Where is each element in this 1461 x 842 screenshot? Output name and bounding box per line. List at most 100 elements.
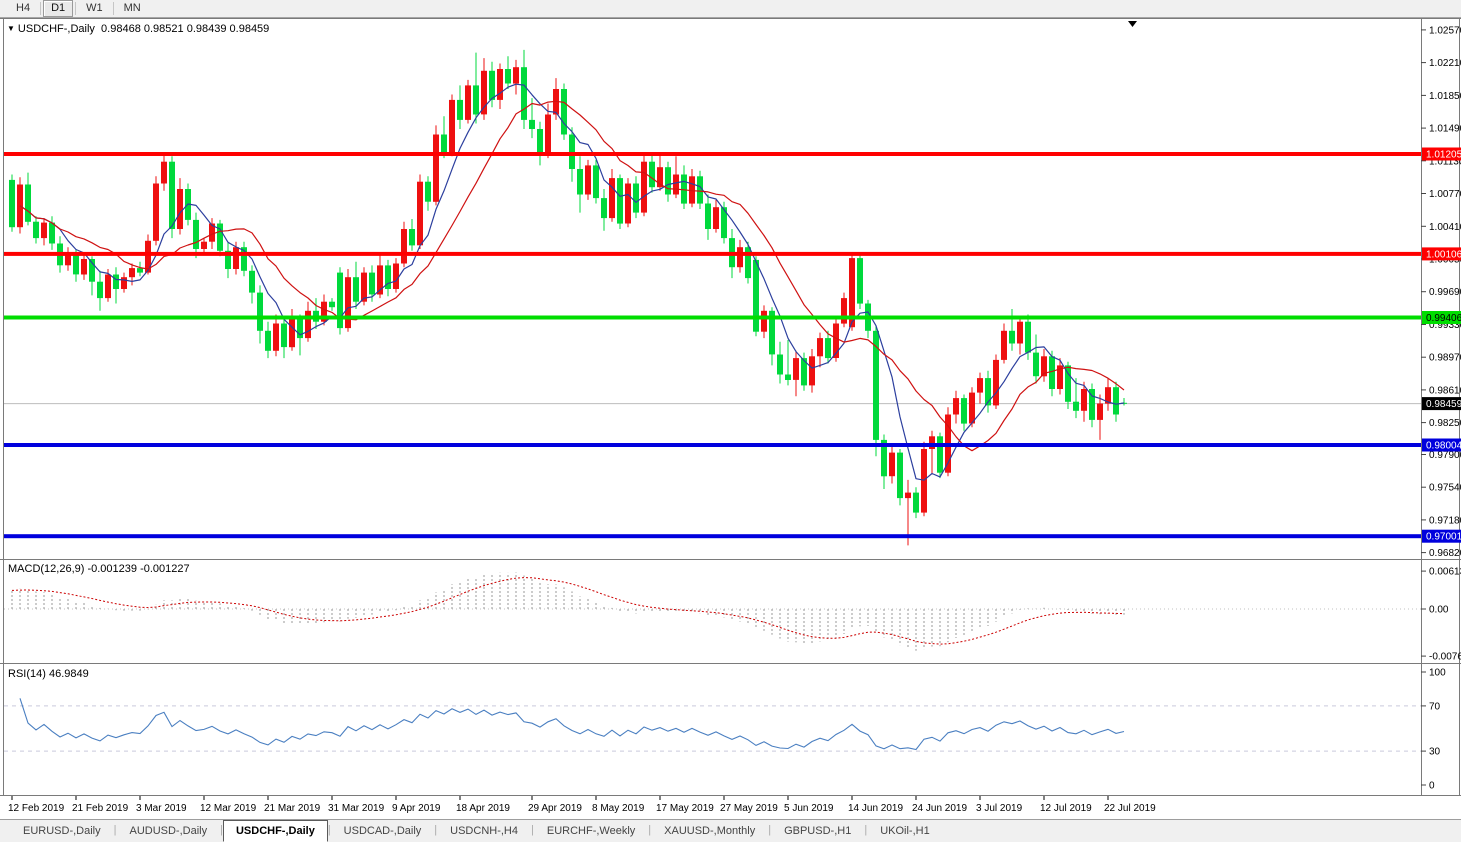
- level-price-label: 0.98004: [1422, 438, 1461, 452]
- svg-text:17 May 2019: 17 May 2019: [656, 803, 714, 814]
- candles-layer: [9, 49, 1127, 546]
- svg-text:21 Feb 2019: 21 Feb 2019: [72, 803, 129, 814]
- tab-separator: |: [327, 824, 331, 836]
- svg-text:0.97001: 0.97001: [1426, 532, 1461, 543]
- timeframe-toolbar: H4 D1 W1 MN: [0, 0, 1461, 18]
- svg-text:5 Jun 2019: 5 Jun 2019: [784, 803, 834, 814]
- tab-gbpusd-h1[interactable]: GBPUSD-,H1: [784, 825, 852, 837]
- svg-text:30: 30: [1429, 747, 1441, 758]
- svg-text:31 Mar 2019: 31 Mar 2019: [328, 803, 385, 814]
- chart-tabbar: EURUSD-,Daily | AUDUSD-,Daily | USDCHF-,Dail…: [0, 819, 1461, 842]
- ohlc-low: 0.98439: [186, 23, 227, 35]
- macd-histogram: [11, 572, 1125, 651]
- chart-title: ▼ USDCHF-,Daily 0.98468 0.98521 0.98439 0…: [7, 23, 269, 35]
- horizontal-level-line-1.01205[interactable]: [4, 152, 1421, 156]
- tab-usdcnh-h4[interactable]: USDCNH-,H4: [450, 825, 518, 837]
- svg-text:18 Apr 2019: 18 Apr 2019: [456, 803, 510, 814]
- svg-text:27 May 2019: 27 May 2019: [720, 803, 778, 814]
- tab-eurchf-weekly[interactable]: EURCHF-,Weekly: [546, 825, 636, 837]
- timeframe-button-mn[interactable]: MN: [123, 2, 141, 14]
- svg-text:12 Jul 2019: 12 Jul 2019: [1040, 803, 1092, 814]
- svg-text:29 Apr 2019: 29 Apr 2019: [528, 803, 582, 814]
- svg-text:0: 0: [1429, 781, 1435, 792]
- level-price-label: 1.01205: [1422, 147, 1461, 161]
- svg-text:1.02570: 1.02570: [1429, 25, 1461, 36]
- horizontal-level-line-0.99406[interactable]: [4, 315, 1421, 320]
- svg-text:1.01490: 1.01490: [1429, 124, 1461, 135]
- svg-text:3 Mar 2019: 3 Mar 2019: [136, 803, 187, 814]
- svg-text:70: 70: [1429, 701, 1441, 712]
- level-price-label: 0.97001: [1422, 529, 1461, 543]
- horizontal-level-line-0.98004[interactable]: [4, 443, 1421, 447]
- tab-separator: |: [864, 824, 868, 836]
- svg-text:8 May 2019: 8 May 2019: [592, 803, 645, 814]
- macd-signal-line: [11, 577, 1125, 645]
- symbol-label: USDCHF-,Daily: [17, 23, 95, 35]
- tab-usdchf-daily[interactable]: USDCHF-,Daily: [222, 820, 328, 842]
- horizontal-level-line-0.97001[interactable]: [4, 534, 1421, 539]
- svg-text:0.98459: 0.98459: [1426, 399, 1461, 410]
- tab-xauusd-monthly[interactable]: XAUUSD-,Monthly: [664, 825, 756, 837]
- tab-separator: |: [113, 824, 117, 836]
- svg-text:100: 100: [1429, 668, 1446, 679]
- current-price-label: 0.98459: [1422, 397, 1461, 411]
- symbol-dropdown-icon[interactable]: ▼: [7, 24, 15, 33]
- price-axis: 1.02570 1.02210 1.01850 1.01490 1.01130 1.007…: [1421, 25, 1461, 559]
- chart-shift-marker-icon[interactable]: [1128, 21, 1137, 27]
- svg-text:9 Apr 2019: 9 Apr 2019: [392, 803, 441, 814]
- toolbar-separator: [112, 2, 114, 15]
- tab-ukoil-h1[interactable]: UKOil-,H1: [880, 825, 930, 837]
- ohlc-high: 0.98521: [143, 23, 184, 35]
- svg-text:1.02210: 1.02210: [1429, 58, 1461, 69]
- svg-text:3 Jul 2019: 3 Jul 2019: [976, 803, 1023, 814]
- svg-text:0.00613: 0.00613: [1429, 567, 1461, 578]
- timeframe-button-h4[interactable]: H4: [16, 2, 31, 14]
- svg-text:14 Jun 2019: 14 Jun 2019: [848, 803, 903, 814]
- level-price-label: 0.99406: [1422, 311, 1461, 324]
- svg-text:12 Feb 2019: 12 Feb 2019: [8, 803, 65, 814]
- svg-text:0.00: 0.00: [1429, 605, 1449, 616]
- macd-indicator-label: MACD(12,26,9) -0.001239 -0.001227: [8, 563, 190, 575]
- macd-axis: 0.00613 0.00 -0.007612: [1421, 567, 1461, 663]
- toolbar-separator: [40, 2, 42, 15]
- tab-usdcad-daily[interactable]: USDCAD-,Daily: [343, 825, 422, 837]
- rsi-indicator-label: RSI(14) 46.9849: [8, 668, 89, 680]
- svg-text:1.01130: 1.01130: [1429, 156, 1461, 167]
- svg-text:1.00106: 1.00106: [1426, 249, 1461, 260]
- horizontal-level-line-1.00106[interactable]: [4, 251, 1421, 256]
- tab-separator: |: [648, 824, 652, 836]
- svg-text:22 Jul 2019: 22 Jul 2019: [1104, 803, 1156, 814]
- svg-text:0.98004: 0.98004: [1426, 441, 1461, 452]
- rsi-line: [19, 698, 1125, 751]
- svg-text:0.96820: 0.96820: [1429, 548, 1461, 559]
- timeframe-button-w1[interactable]: W1: [86, 2, 103, 14]
- svg-text:1.00770: 1.00770: [1429, 189, 1461, 200]
- ohlc-open: 0.98468: [101, 23, 141, 35]
- tab-separator: |: [220, 824, 223, 836]
- timeframe-button-d1[interactable]: D1: [43, 0, 74, 17]
- price-chart-canvas[interactable]: 1.02570 1.02210 1.01850 1.01490 1.01130 1.007…: [0, 18, 1461, 819]
- tab-separator: |: [434, 824, 438, 836]
- svg-text:1.01205: 1.01205: [1426, 150, 1461, 161]
- rsi-axis: 100 70 30 0: [1421, 668, 1446, 792]
- svg-text:12 Mar 2019: 12 Mar 2019: [200, 803, 257, 814]
- svg-text:1.01850: 1.01850: [1429, 91, 1461, 102]
- svg-text:21 Mar 2019: 21 Mar 2019: [264, 803, 321, 814]
- toolbar-separator: [75, 2, 77, 15]
- tab-separator: |: [768, 824, 772, 836]
- tab-separator: |: [531, 824, 534, 836]
- svg-text:0.99406: 0.99406: [1426, 313, 1461, 324]
- tab-audusd-daily[interactable]: AUDUSD-,Daily: [129, 825, 208, 837]
- ma-fast-line: [19, 83, 1125, 481]
- tab-eurusd-daily[interactable]: EURUSD-,Daily: [23, 825, 101, 837]
- svg-text:24 Jun 2019: 24 Jun 2019: [912, 803, 967, 814]
- ohlc-close: 0.98459: [229, 23, 270, 35]
